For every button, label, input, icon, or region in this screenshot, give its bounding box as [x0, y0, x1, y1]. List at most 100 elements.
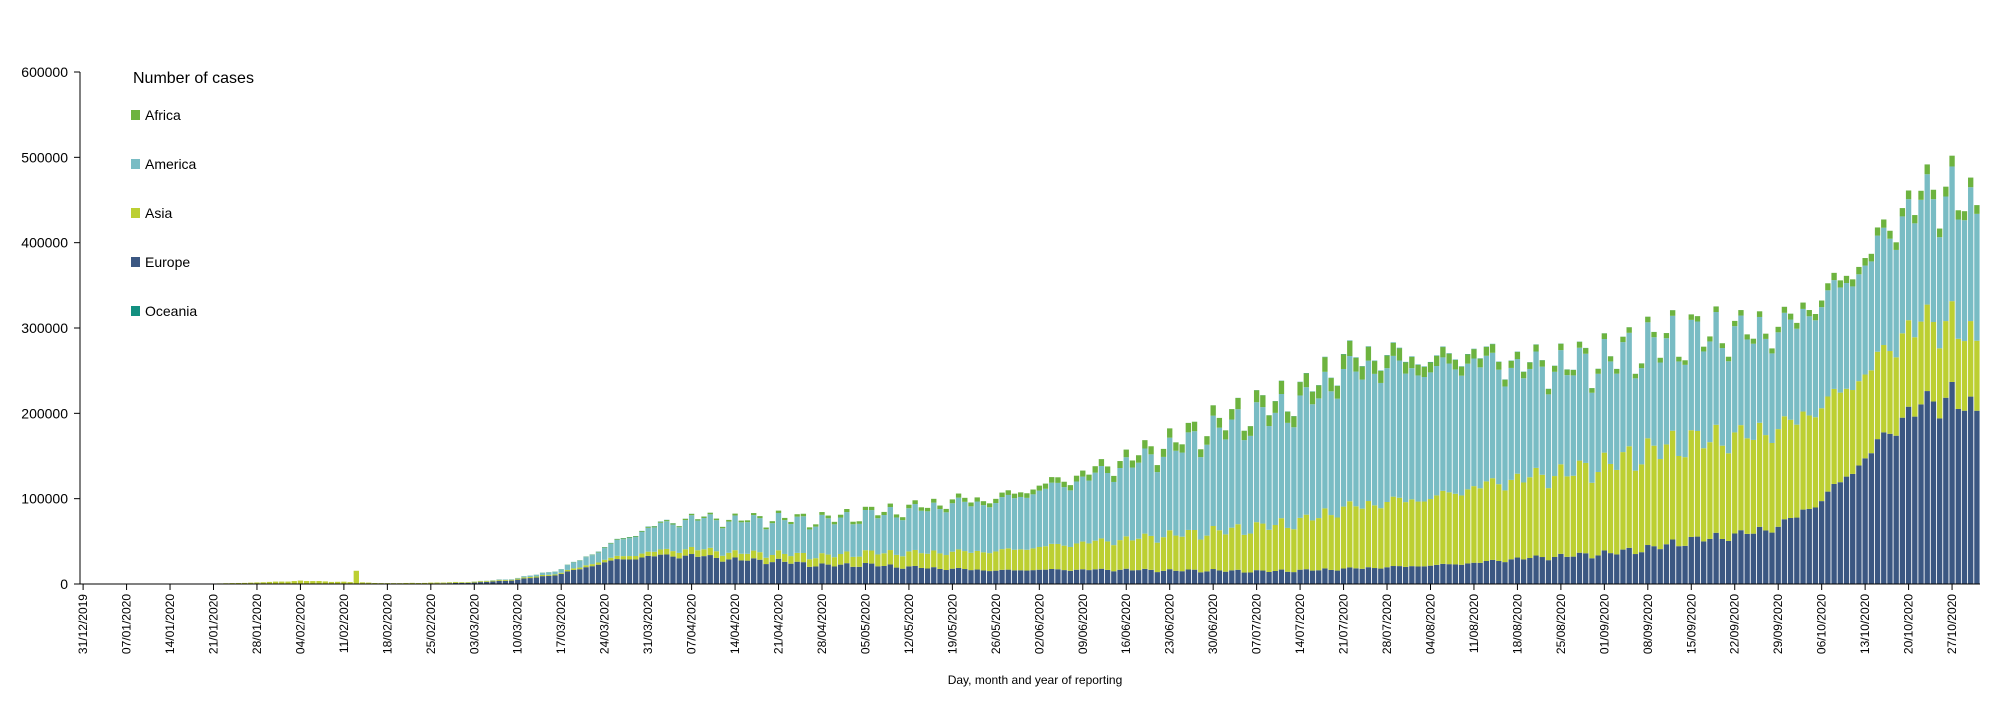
bar-segment-africa: [955, 493, 962, 498]
bar-segment-america: [1173, 450, 1179, 536]
bar-segment-europe: [900, 568, 906, 584]
bar-segment-asia: [1912, 337, 1918, 417]
legend-label-europe: Europe: [145, 254, 190, 270]
bar-segment-asia: [1235, 524, 1241, 570]
bar-segment-africa: [782, 517, 788, 521]
bar-segment-america: [1732, 326, 1738, 433]
bar-segment-africa: [1576, 341, 1583, 348]
bar-segment-america: [1912, 223, 1918, 338]
bar-segment-asia: [1285, 527, 1291, 572]
bar-segment-europe: [782, 561, 788, 584]
bar-segment-africa: [1905, 190, 1912, 200]
bar-segment-asia: [1713, 424, 1719, 533]
bar-segment-asia: [1825, 396, 1831, 492]
x-tick-label: 25/08/2020: [1554, 594, 1568, 654]
bar-segment-asia: [1371, 505, 1378, 569]
bar-segment-africa: [713, 518, 720, 521]
bar-segment-asia: [1601, 452, 1608, 551]
bar-segment-asia: [701, 549, 707, 557]
bar-segment-europe: [1471, 562, 1477, 584]
bar-segment-africa: [1055, 477, 1061, 483]
bar-segment-asia: [1874, 351, 1881, 440]
bar-segment-asia: [1098, 538, 1105, 569]
bar-segment-america: [1533, 351, 1539, 468]
bar-segment-asia: [1663, 444, 1670, 545]
bar-segment-africa: [1148, 446, 1154, 455]
bar-segment-africa: [1142, 440, 1148, 449]
bar-segment-europe: [980, 570, 987, 584]
bar-segment-america: [744, 522, 751, 554]
bar-segment-europe: [1092, 569, 1098, 584]
bar-segment-asia: [707, 547, 713, 556]
bar-segment-africa: [999, 492, 1005, 498]
bar-segment-africa: [1564, 369, 1570, 376]
bar-segment-africa: [887, 503, 893, 508]
bar-segment-america: [688, 515, 695, 547]
x-tick-label: 28/01/2020: [250, 594, 264, 654]
bar-segment-asia: [782, 553, 788, 562]
bar-segment-europe: [1036, 569, 1042, 584]
bar-segment-america: [1396, 360, 1403, 498]
bar-segment-america: [564, 565, 571, 570]
bar-segment-europe: [788, 563, 794, 584]
bar-segment-asia: [676, 552, 682, 559]
bar-segment-asia: [1067, 546, 1074, 571]
bar-segment-europe: [1365, 567, 1372, 584]
bar-segment-africa: [844, 509, 850, 513]
bar-segment-europe: [1974, 410, 1980, 584]
bar-segment-asia: [328, 581, 335, 584]
bar-segment-america: [1198, 457, 1204, 540]
bar-segment-america: [1663, 338, 1670, 445]
bar-segment-asia: [924, 553, 931, 569]
bar-segment-africa: [1806, 310, 1812, 317]
bar-segment-africa: [1390, 342, 1396, 356]
x-tick-label: 21/01/2020: [206, 594, 220, 654]
bar-segment-america: [1024, 497, 1030, 550]
bar-segment-asia: [1415, 501, 1421, 567]
bar-segment-asia: [297, 580, 304, 584]
bar-segment-america: [1645, 322, 1651, 439]
bar-segment-america: [1930, 199, 1937, 323]
bar-segment-africa: [800, 513, 807, 517]
bar-segment-europe: [1763, 530, 1769, 584]
bar-segment-asia: [1564, 476, 1570, 557]
x-tick-label: 11/02/2020: [337, 594, 351, 653]
bar-segment-europe: [1837, 482, 1843, 584]
bar-segment-africa: [1899, 208, 1906, 217]
bar-segment-america: [937, 509, 943, 554]
bar-segment-europe: [1725, 540, 1732, 584]
bar-segment-africa: [1216, 417, 1223, 428]
bar-segment-asia: [570, 568, 577, 570]
bar-segment-africa: [1701, 346, 1707, 352]
bar-segment-europe: [1179, 571, 1185, 584]
bar-segment-europe: [1527, 558, 1533, 584]
y-tick-label: 100000: [21, 491, 68, 507]
bar-segment-asia: [1036, 547, 1042, 570]
bar-segment-europe: [1738, 530, 1744, 584]
bar-segment-africa: [1272, 401, 1278, 413]
bar-segment-asia: [962, 551, 968, 570]
bar-segment-europe: [707, 555, 713, 584]
bar-segment-europe: [471, 582, 477, 584]
bar-segment-asia: [1185, 529, 1191, 570]
bar-segment-africa: [1955, 210, 1961, 220]
bar-segment-africa: [1943, 186, 1949, 197]
x-tick-label: 15/09/2020: [1684, 594, 1698, 654]
bar-segment-asia: [744, 553, 751, 561]
bar-segment-asia: [527, 577, 533, 579]
bar-segment-africa: [1887, 230, 1893, 239]
bar-segment-america: [651, 527, 658, 552]
bar-segment-asia: [788, 556, 794, 564]
bar-segment-europe: [676, 558, 682, 584]
bar-segment-europe: [1415, 566, 1421, 584]
bar-segment-africa: [1135, 455, 1142, 463]
bar-segment-america: [732, 515, 738, 551]
bar-segment-asia: [1545, 488, 1552, 561]
bar-segment-asia: [490, 580, 496, 582]
bar-segment-asia: [1974, 340, 1980, 411]
bar-segment-europe: [937, 568, 943, 584]
bar-segment-europe: [1384, 567, 1390, 584]
bar-segment-europe: [1241, 572, 1247, 584]
bar-segment-africa: [912, 500, 918, 505]
x-tick-label: 11/08/2020: [1467, 594, 1481, 653]
